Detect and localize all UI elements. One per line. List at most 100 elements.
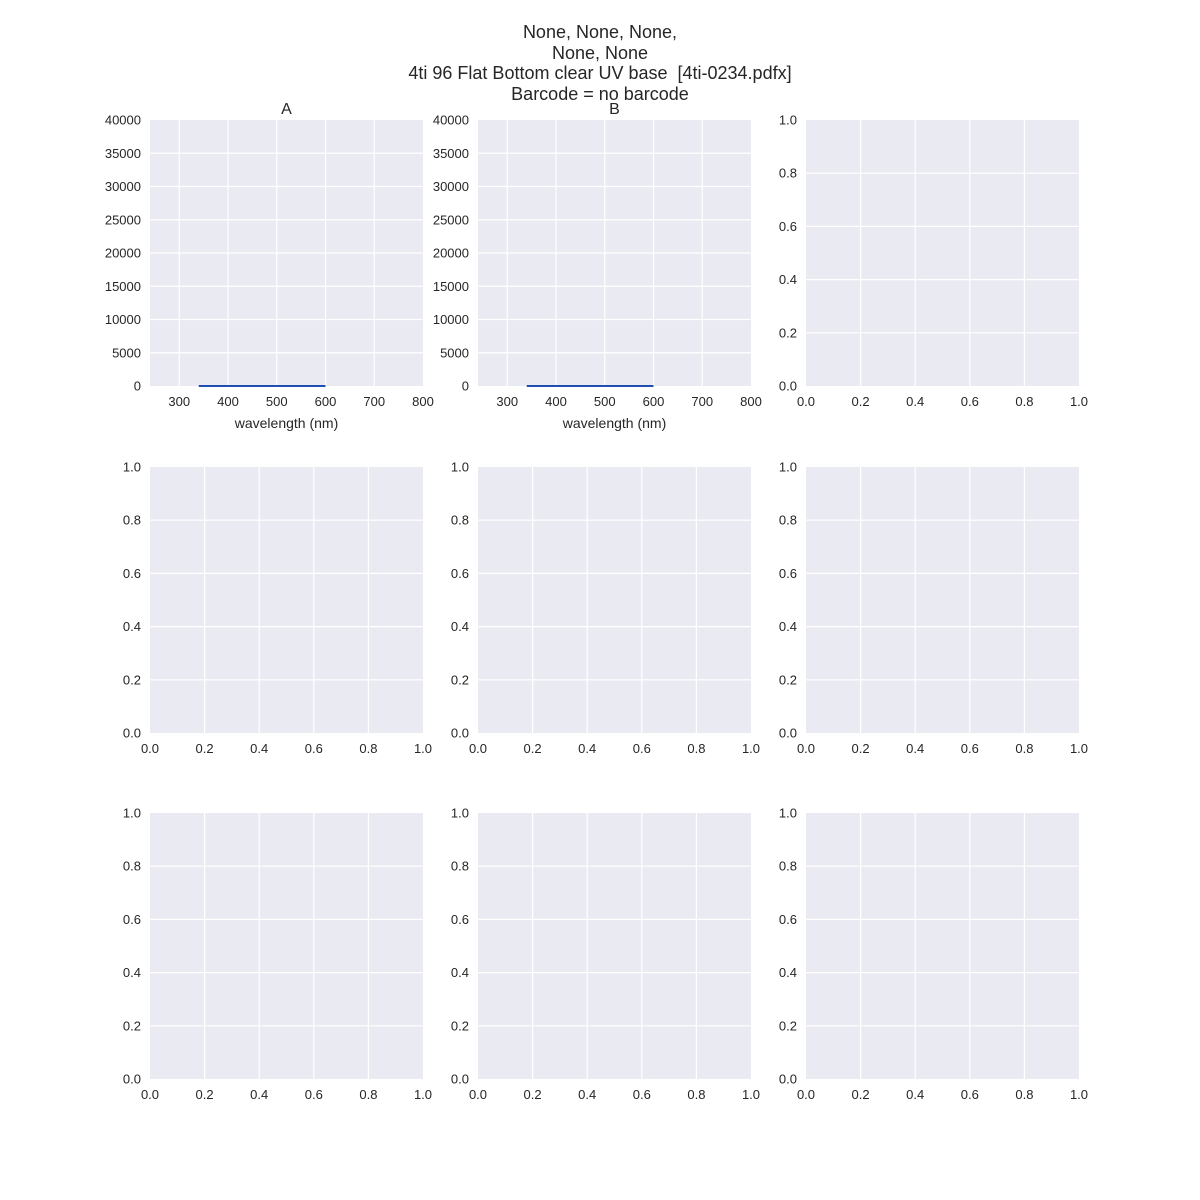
x-tick-label: 0.6 bbox=[633, 741, 651, 756]
y-tick-label: 1.0 bbox=[451, 460, 469, 475]
x-tick-label: 0.4 bbox=[906, 394, 924, 409]
y-tick-label: 10000 bbox=[433, 312, 469, 327]
axes-background bbox=[150, 813, 423, 1079]
x-tick-label: 300 bbox=[168, 394, 190, 409]
y-tick-label: 0.6 bbox=[779, 912, 797, 927]
x-tick-label: 1.0 bbox=[414, 741, 432, 756]
x-tick-label: 0.6 bbox=[961, 1087, 979, 1102]
x-axis-label: wavelength (nm) bbox=[234, 415, 339, 431]
y-tick-label: 0.4 bbox=[451, 965, 469, 980]
y-tick-label: 0.4 bbox=[451, 619, 469, 634]
y-tick-label: 0.6 bbox=[123, 912, 141, 927]
x-tick-label: 600 bbox=[315, 394, 337, 409]
y-tick-label: 30000 bbox=[433, 179, 469, 194]
y-tick-label: 0.8 bbox=[779, 166, 797, 181]
x-tick-label: 0.4 bbox=[250, 741, 268, 756]
subplot-title: A bbox=[281, 101, 292, 118]
x-tick-label: 1.0 bbox=[742, 741, 760, 756]
x-tick-label: 0.0 bbox=[469, 1087, 487, 1102]
y-tick-label: 40000 bbox=[433, 113, 469, 128]
figure-title-line-4: Barcode = no barcode bbox=[511, 83, 689, 104]
axes-background bbox=[806, 120, 1079, 386]
x-tick-label: 700 bbox=[691, 394, 713, 409]
x-tick-label: 1.0 bbox=[414, 1087, 432, 1102]
x-tick-label: 1.0 bbox=[742, 1087, 760, 1102]
x-tick-label: 0.4 bbox=[578, 1087, 596, 1102]
y-tick-label: 0.2 bbox=[779, 1018, 797, 1033]
axes-background bbox=[478, 467, 751, 733]
axes-background bbox=[806, 467, 1079, 733]
x-tick-label: 800 bbox=[740, 394, 762, 409]
y-tick-label: 1.0 bbox=[451, 806, 469, 821]
y-tick-label: 15000 bbox=[105, 279, 141, 294]
y-tick-label: 0.0 bbox=[123, 1072, 141, 1087]
y-tick-label: 5000 bbox=[112, 345, 141, 360]
y-tick-label: 0.8 bbox=[779, 859, 797, 874]
x-tick-label: 0.6 bbox=[961, 741, 979, 756]
y-tick-label: 0.2 bbox=[779, 325, 797, 340]
y-tick-label: 30000 bbox=[105, 179, 141, 194]
y-tick-label: 1.0 bbox=[779, 806, 797, 821]
x-tick-label: 0.4 bbox=[250, 1087, 268, 1102]
y-tick-label: 0.0 bbox=[779, 726, 797, 741]
subplot-4: 0.0 0.2 0.4 0.6 0.8 1.0 0.0 0.2 0.4 0.6 0.8 1.0 bbox=[123, 460, 432, 757]
x-tick-label: 0.2 bbox=[524, 1087, 542, 1102]
y-tick-label: 0.8 bbox=[451, 513, 469, 528]
x-tick-label: 600 bbox=[643, 394, 665, 409]
y-tick-label: 0.2 bbox=[451, 672, 469, 687]
subplot-6: 0.0 0.2 0.4 0.6 0.8 1.0 0.0 0.2 0.4 0.6 0.8 1.0 bbox=[779, 460, 1088, 757]
x-tick-label: 400 bbox=[545, 394, 567, 409]
subplot-7: 0.0 0.2 0.4 0.6 0.8 1.0 0.0 0.2 0.4 0.6 0.8 1.0 bbox=[123, 806, 432, 1103]
x-tick-label: 500 bbox=[594, 394, 616, 409]
y-tick-label: 0.2 bbox=[779, 672, 797, 687]
x-tick-label: 0.0 bbox=[797, 394, 815, 409]
x-tick-label: 1.0 bbox=[1070, 741, 1088, 756]
x-tick-label: 0.8 bbox=[1015, 394, 1033, 409]
y-tick-label: 1.0 bbox=[779, 460, 797, 475]
y-tick-label: 0.6 bbox=[779, 566, 797, 581]
x-tick-label: 0.4 bbox=[906, 1087, 924, 1102]
x-tick-label: 0.2 bbox=[852, 394, 870, 409]
figure-title-line-3: 4ti 96 Flat Bottom clear UV base [4ti-02… bbox=[408, 63, 792, 83]
x-tick-label: 0.4 bbox=[906, 741, 924, 756]
x-tick-label: 0.6 bbox=[961, 394, 979, 409]
y-tick-label: 1.0 bbox=[123, 460, 141, 475]
x-tick-label: 1.0 bbox=[1070, 394, 1088, 409]
y-tick-label: 20000 bbox=[105, 246, 141, 261]
figure-title: None, None, None, None, None 4ti 96 Flat… bbox=[0, 22, 1200, 104]
x-tick-label: 0.8 bbox=[1015, 741, 1033, 756]
y-tick-label: 0.4 bbox=[123, 619, 141, 634]
y-tick-label: 0.8 bbox=[123, 859, 141, 874]
y-tick-label: 0.4 bbox=[123, 965, 141, 980]
subplot-5: 0.0 0.2 0.4 0.6 0.8 1.0 0.0 0.2 0.4 0.6 0.8 1.0 bbox=[451, 460, 760, 757]
y-tick-label: 0.8 bbox=[123, 513, 141, 528]
y-tick-label: 0.2 bbox=[123, 1018, 141, 1033]
x-tick-label: 0.0 bbox=[797, 1087, 815, 1102]
y-tick-label: 0.8 bbox=[779, 513, 797, 528]
y-tick-label: 10000 bbox=[105, 312, 141, 327]
x-tick-label: 700 bbox=[363, 394, 385, 409]
x-tick-label: 0.4 bbox=[578, 741, 596, 756]
y-tick-label: 0.0 bbox=[451, 726, 469, 741]
x-tick-label: 0.2 bbox=[852, 741, 870, 756]
y-tick-label: 0 bbox=[462, 379, 469, 394]
y-tick-label: 0.6 bbox=[451, 912, 469, 927]
y-tick-label: 25000 bbox=[433, 212, 469, 227]
y-tick-label: 0.2 bbox=[123, 672, 141, 687]
y-tick-label: 0.6 bbox=[779, 219, 797, 234]
axes-background bbox=[150, 467, 423, 733]
x-tick-label: 0.8 bbox=[359, 741, 377, 756]
x-tick-label: 500 bbox=[266, 394, 288, 409]
y-tick-label: 0.6 bbox=[123, 566, 141, 581]
figure-title-line-1: None, None, None, bbox=[522, 22, 678, 42]
x-tick-label: 1.0 bbox=[1070, 1087, 1088, 1102]
axes-background bbox=[806, 813, 1079, 1079]
x-tick-label: 800 bbox=[412, 394, 434, 409]
y-tick-label: 0.4 bbox=[779, 965, 797, 980]
y-tick-label: 0.0 bbox=[123, 726, 141, 741]
y-tick-label: 0.0 bbox=[779, 1072, 797, 1087]
x-tick-label: 0.8 bbox=[1015, 1087, 1033, 1102]
x-tick-label: 0.8 bbox=[687, 741, 705, 756]
y-tick-label: 0.4 bbox=[779, 619, 797, 634]
